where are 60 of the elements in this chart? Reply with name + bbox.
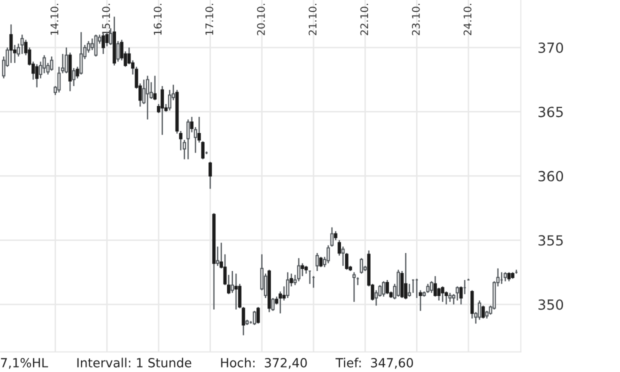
candlestick: [35, 64, 39, 88]
candlestick: [64, 46, 68, 74]
candlestick: [9, 24, 13, 64]
candlestick: [341, 246, 345, 266]
candlestick: [319, 256, 323, 268]
candlestick: [256, 306, 260, 324]
candlestick: [278, 290, 282, 314]
candlestick: [186, 118, 190, 160]
text: Tief: 347,60: [336, 358, 413, 369]
candlestick: [316, 252, 319, 272]
x-tick-label: 23.10.: [412, 4, 420, 36]
candlestick: [478, 300, 482, 320]
candlestick: [482, 305, 485, 320]
candlestick: [20, 34, 24, 55]
x-tick-label: 20.10.: [257, 4, 265, 36]
candlestick: [404, 252, 408, 300]
candlestick: [386, 279, 389, 295]
candlestick: [352, 272, 356, 302]
candlestick: [360, 258, 364, 274]
candlestick: [382, 280, 386, 298]
candlestick: [50, 56, 54, 72]
candlestick: [72, 67, 76, 87]
candlestick: [434, 276, 437, 298]
y-tick-label: 360: [538, 170, 564, 182]
y-tick-label: 350: [538, 299, 564, 310]
candlestick: [408, 283, 412, 298]
candlestick: [79, 31, 83, 76]
candlestick: [297, 258, 300, 282]
candlestick: [160, 85, 164, 136]
candlestick: [153, 75, 157, 101]
candlestick: [252, 310, 256, 326]
x-tick-label: 22.10.: [360, 4, 368, 36]
x-tick-label: 14.10.: [50, 4, 58, 35]
y-tick-label: 365: [538, 106, 563, 118]
x-tick-label: 15.10.: [102, 4, 110, 35]
x-tick-label: 21.10.: [308, 4, 317, 36]
x-tick-label: 24.10.: [464, 4, 472, 36]
candlestick: [444, 290, 448, 306]
candlestick: [208, 161, 212, 190]
candlestick: [216, 246, 220, 266]
candlestick: [300, 262, 304, 277]
candlestick: [286, 272, 290, 299]
candlestick: [116, 40, 120, 62]
candlestick: [440, 286, 444, 302]
candlestick: [437, 287, 441, 302]
y-tick-label: 370: [538, 42, 564, 53]
candlestick: [470, 290, 474, 320]
candlestick: [456, 286, 460, 302]
candlestick: [94, 34, 98, 58]
x-tick-label: 16.10.: [154, 4, 162, 35]
candlestick: [146, 75, 150, 120]
x-tick-label: 17.10.: [205, 4, 214, 35]
candlestick: [168, 89, 172, 112]
y-tick-label: 355: [538, 235, 563, 246]
candlestick: [234, 272, 238, 310]
text: 7,1%HL: [1, 358, 48, 369]
candlestick: [108, 28, 112, 46]
text: Intervall: 1 Stunde: [77, 358, 192, 368]
text: Hoch: 372,40: [221, 358, 307, 369]
candlestick: [396, 269, 400, 298]
